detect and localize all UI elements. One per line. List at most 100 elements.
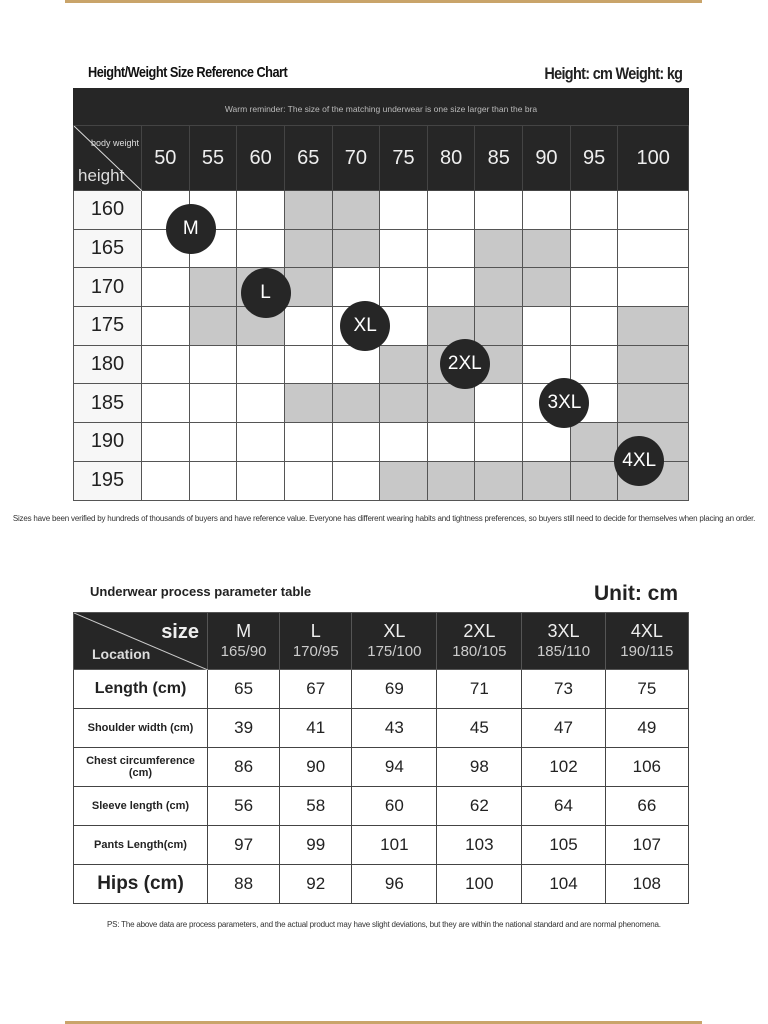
size-header: 3XL 185/110 — [521, 612, 606, 670]
size-reference-grid: body weight height 50 55 60 65 70 75 80 85 90 95 100… — [73, 125, 689, 501]
table-row: Shoulder width (cm) 39 41 43 45 47 49 — [73, 708, 690, 748]
grid-cell — [331, 228, 381, 269]
corner-weight-label: body weight — [90, 138, 139, 148]
row-label: Sleeve length (cm) — [73, 786, 208, 826]
table-cell: 100 — [436, 864, 523, 904]
grid-cell — [141, 460, 190, 501]
grid-cell — [331, 422, 381, 462]
grid-cell — [236, 383, 285, 424]
grid-cell — [283, 190, 333, 230]
table-cell: 94 — [351, 747, 438, 787]
ps-note: PS: The above data are process parameter… — [107, 920, 661, 929]
table-cell: 102 — [521, 747, 606, 787]
grid-row: 160 — [73, 190, 689, 230]
table-cell: 108 — [604, 864, 690, 904]
grid-cell — [426, 422, 476, 462]
grid-cell — [474, 190, 524, 230]
grid-cell — [379, 267, 428, 308]
grid-cell — [569, 267, 619, 308]
grid-cell — [426, 228, 476, 269]
bottom-divider — [65, 1021, 702, 1024]
grid-cell — [283, 267, 333, 308]
size-name: 4XL — [630, 620, 663, 641]
table-cell: 107 — [604, 825, 690, 865]
grid-cell — [617, 344, 689, 385]
grid-corner: body weight height — [73, 125, 142, 191]
grid-cell — [522, 267, 571, 308]
grid-cell — [426, 306, 476, 346]
weight-header: 95 — [569, 125, 619, 191]
table-cell: 65 — [206, 669, 281, 709]
grid-cell — [379, 383, 428, 424]
weight-header: 100 — [617, 125, 689, 191]
size-header: 4XL 190/115 — [604, 612, 690, 670]
size-height-chest: 190/115 — [620, 642, 674, 660]
grid-cell — [569, 422, 619, 462]
grid-cell — [188, 306, 238, 346]
chart-units: Height: cm Weight: kg — [544, 64, 683, 83]
size-name: L — [310, 620, 321, 641]
grid-cell — [617, 267, 689, 308]
table-cell: 56 — [206, 786, 281, 826]
height-label: 165 — [73, 228, 142, 269]
table-cell: 88 — [206, 864, 281, 904]
grid-cell — [474, 228, 524, 269]
table-row: Chest circumference (cm) 86 90 94 98 102 106 — [73, 747, 690, 787]
corner-location-label: Location — [92, 646, 151, 662]
grid-cell — [236, 460, 285, 501]
table-cell: 90 — [279, 747, 353, 787]
table-row: Hips (cm) 88 92 96 100 104 108 — [73, 864, 690, 904]
height-label: 160 — [73, 190, 142, 230]
size-badge-2xl: 2XL — [439, 339, 490, 390]
grid-cell — [236, 344, 285, 385]
table-corner: size Location — [73, 612, 208, 670]
size-badge-m: M — [165, 203, 216, 254]
row-label: Shoulder width (cm) — [73, 708, 208, 748]
grid-cell — [379, 422, 428, 462]
table-row: Pants Length(cm) 97 99 101 103 105 107 — [73, 825, 690, 865]
chart-title: Height/Weight Size Reference Chart — [88, 64, 288, 81]
row-label: Hips (cm) — [73, 864, 208, 904]
grid-row: 180 — [73, 344, 689, 385]
grid-cell — [283, 306, 333, 346]
grid-cell — [141, 267, 190, 308]
grid-cell — [426, 190, 476, 230]
warm-reminder: Warm reminder: The size of the matching … — [73, 88, 689, 125]
weight-header: 80 — [426, 125, 476, 191]
table-cell: 47 — [521, 708, 606, 748]
size-badge-xl: XL — [340, 300, 391, 351]
grid-cell — [522, 460, 571, 501]
grid-cell — [617, 228, 689, 269]
grid-cell — [617, 383, 689, 424]
grid-cell — [188, 460, 238, 501]
table-cell: 43 — [351, 708, 438, 748]
grid-cell — [617, 306, 689, 346]
grid-row: 170 — [73, 267, 689, 308]
size-height-chest: 175/100 — [367, 642, 422, 660]
grid-row: 175 — [73, 306, 689, 346]
grid-cell — [522, 228, 571, 269]
table-cell: 69 — [351, 669, 438, 709]
table-cell: 60 — [351, 786, 438, 826]
size-header: XL 175/100 — [351, 612, 438, 670]
size-header: 2XL 180/105 — [436, 612, 523, 670]
height-label: 185 — [73, 383, 142, 424]
table-cell: 71 — [436, 669, 523, 709]
grid-cell — [331, 383, 381, 424]
grid-cell — [617, 190, 689, 230]
weight-header: 75 — [379, 125, 428, 191]
grid-cell — [474, 267, 524, 308]
grid-row: 195 — [73, 460, 689, 501]
grid-cell — [426, 383, 476, 424]
grid-cell — [188, 267, 238, 308]
height-label: 180 — [73, 344, 142, 385]
grid-cell — [569, 228, 619, 269]
grid-cell — [426, 267, 476, 308]
height-label: 170 — [73, 267, 142, 308]
grid-cell — [236, 228, 285, 269]
size-badge-3xl: 3XL — [539, 378, 590, 429]
weight-header: 60 — [236, 125, 285, 191]
size-name: M — [236, 620, 252, 641]
top-divider — [65, 0, 702, 3]
grid-cell — [141, 422, 190, 462]
